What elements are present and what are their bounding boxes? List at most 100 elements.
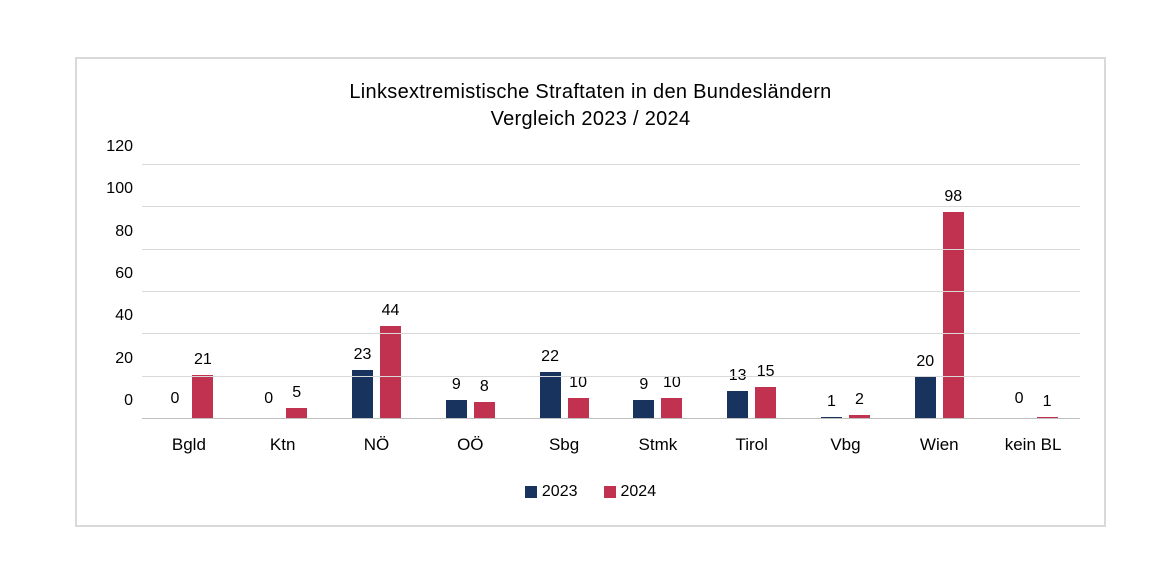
bar-cell-Tirol-2023: 13 <box>727 367 749 419</box>
bar-Vbg-2024 <box>848 415 870 419</box>
gridline-120 <box>142 164 1080 165</box>
legend-label-2023: 2023 <box>541 483 578 500</box>
bar-Stmk-2023 <box>633 400 655 419</box>
legend-label-2024: 2024 <box>620 483 657 500</box>
x-category-label-NÖ: NÖ <box>363 435 390 454</box>
y-tick-label-80: 80 <box>115 223 133 240</box>
category-group-Bgld: 0 21 <box>142 165 236 419</box>
gridline-20 <box>142 376 1080 377</box>
bar-value-label-Vbg-2024: 2 <box>855 391 864 408</box>
x-category-label-Bgld: Bgld <box>171 435 206 454</box>
gridline-40 <box>142 333 1080 334</box>
x-category-label-Wien: Wien <box>919 435 959 454</box>
x-category-label-Vbg: Vbg <box>830 435 861 454</box>
bar-cell-Vbg-2023: 1 <box>820 393 842 419</box>
bar-cell-kein BL-2023: 0 <box>1009 390 1030 419</box>
bar-value-label-NÖ-2024: 44 <box>381 302 400 319</box>
x-category-label-Tirol: Tirol <box>735 435 768 454</box>
gridline-100 <box>142 206 1080 207</box>
category-group-Wien: 20 98 <box>892 165 986 419</box>
x-category-label-Ktn: Ktn <box>269 435 296 454</box>
bar-cell-Ktn-2024: 5 <box>286 384 308 419</box>
bar-value-label-kein BL-2024: 1 <box>1042 393 1052 410</box>
bars-row: 0 21 0 5 23 44 9 8 22 10 9 10 13 15 1 2 20 98 0 1 <box>142 165 1080 419</box>
bar-cell-Stmk-2024: 10 <box>661 374 683 419</box>
bar-Bgld-2024 <box>192 375 214 419</box>
x-category-label-OÖ: OÖ <box>457 435 484 454</box>
legend-swatch-icon <box>603 486 616 498</box>
y-tick-label-100: 100 <box>106 180 133 197</box>
legend: 2023 2024 <box>77 483 1104 501</box>
bar-cell-Bgld-2024: 21 <box>192 351 214 419</box>
legend-swatch-icon <box>524 486 537 498</box>
bar-cell-Ktn-2023: 0 <box>258 390 279 419</box>
y-tick-label-40: 40 <box>115 307 133 324</box>
category-group-NÖ: 23 44 <box>330 165 424 419</box>
bar-Wien-2024 <box>942 212 964 419</box>
bar-NÖ-2023 <box>351 370 373 419</box>
bar-OÖ-2023 <box>445 400 467 419</box>
category-group-Stmk: 9 10 <box>611 165 705 419</box>
bar-cell-OÖ-2024: 8 <box>473 378 495 419</box>
bar-cell-NÖ-2024: 44 <box>379 302 401 419</box>
x-category-label-Sbg: Sbg <box>548 435 580 454</box>
bar-cell-Wien-2024: 98 <box>942 188 964 419</box>
y-tick-label-120: 120 <box>106 138 133 155</box>
bar-value-label-Tirol-2024: 15 <box>756 363 775 380</box>
bar-value-label-Wien-2023: 20 <box>916 353 935 370</box>
gridline-60 <box>142 291 1080 292</box>
bar-value-label-NÖ-2023: 23 <box>353 346 372 363</box>
category-group-Sbg: 22 10 <box>517 165 611 419</box>
y-axis: 0 20 40 60 80 100 120 <box>77 138 133 419</box>
bar-Wien-2023 <box>914 377 936 419</box>
category-group-kein BL: 01 <box>986 165 1080 419</box>
bar-value-label-Wien-2024: 98 <box>944 188 963 205</box>
bar-Ktn-2024 <box>286 408 308 419</box>
bar-value-label-kein BL-2023: 0 <box>1014 390 1024 407</box>
bar-OÖ-2024 <box>473 402 495 419</box>
bar-value-label-Stmk-2024: 10 <box>662 374 681 391</box>
bar-Sbg-2023 <box>539 372 561 419</box>
bar-cell-Wien-2023: 20 <box>914 353 936 419</box>
bar-NÖ-2024 <box>379 326 401 419</box>
bar-cell-Tirol-2024: 15 <box>755 363 777 419</box>
x-category-label-kein BL: kein BL <box>1004 435 1062 454</box>
bar-cell-Bgld-2023: 0 <box>164 390 185 419</box>
chart-title: Linksextremistische Straftaten in den Bu… <box>77 79 1104 133</box>
bar-cell-Vbg-2024: 2 <box>848 391 870 419</box>
bar-Sbg-2024 <box>567 398 589 419</box>
bar-Tirol-2023 <box>727 391 749 419</box>
category-group-Tirol: 13 15 <box>705 165 799 419</box>
bar-Tirol-2024 <box>755 387 777 419</box>
y-tick-label-60: 60 <box>115 265 133 282</box>
y-tick-label-20: 20 <box>115 350 133 367</box>
bar-value-label-Sbg-2024: 10 <box>569 374 587 391</box>
bar-cell-OÖ-2023: 9 <box>445 376 467 419</box>
legend-item-2024: 2024 <box>603 483 657 501</box>
y-tick-label-0: 0 <box>124 392 133 409</box>
bar-cell-NÖ-2023: 23 <box>351 346 373 419</box>
bar-value-label-Tirol-2023: 13 <box>728 367 747 384</box>
gridline-80 <box>142 249 1080 250</box>
chart-title-line-2: Vergleich 2023 / 2024 <box>490 108 691 130</box>
bar-value-label-OÖ-2024: 8 <box>479 378 489 395</box>
bar-value-label-OÖ-2023: 9 <box>451 376 461 393</box>
bar-cell-Sbg-2023: 22 <box>539 348 561 419</box>
bar-cell-kein BL-2024: 1 <box>1036 393 1058 419</box>
bar-value-label-Ktn-2024: 5 <box>292 384 302 401</box>
bar-Stmk-2024 <box>661 398 683 419</box>
chart-panel: Linksextremistische Straftaten in den Bu… <box>75 57 1106 527</box>
bar-cell-Stmk-2023: 9 <box>633 376 655 419</box>
bar-value-label-Vbg-2023: 1 <box>827 393 836 410</box>
bar-value-label-Bgld-2023: 0 <box>170 390 180 407</box>
legend-item-2023: 2023 <box>524 483 578 501</box>
bar-cell-Sbg-2024: 10 <box>567 374 589 419</box>
x-axis: Bgld Ktn NÖ OÖ Sbg Stmk Tirol Vbg Wien kein BL <box>142 435 1080 455</box>
bar-value-label-Stmk-2023: 9 <box>639 376 649 393</box>
plot-area: 0 21 0 5 23 44 9 8 22 10 9 10 13 15 1 2 20 98 0 1 <box>142 164 1080 419</box>
bar-value-label-Sbg-2023: 22 <box>541 348 559 365</box>
gridline-0 <box>142 418 1080 419</box>
